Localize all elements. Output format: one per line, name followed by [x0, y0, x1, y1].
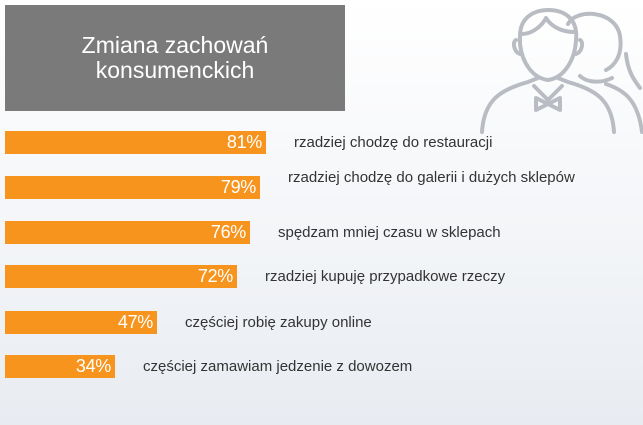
category-label: spędzam mniej czasu w sklepach	[278, 224, 501, 241]
title-box: Zmiana zachowań konsumenckich	[5, 5, 345, 111]
category-label: częściej zamawiam jedzenie z dowozem	[143, 358, 413, 375]
category-label: rzadziej chodzę do restauracji	[294, 134, 493, 151]
category-label: częściej robię zakupy online	[185, 314, 372, 331]
bar: 47%	[5, 311, 157, 334]
people-silhouette-icon	[480, 8, 643, 134]
category-label: rzadziej chodzę do galerii i dużych skle…	[288, 169, 575, 186]
bar: 34%	[5, 355, 115, 378]
bar-value-label: 34%	[75, 356, 111, 376]
category-label: rzadziej kupuję przypadkowe rzeczy	[265, 268, 506, 285]
bar-value-label: 47%	[117, 312, 153, 332]
bar-value-label: 81%	[226, 132, 262, 152]
bar: 79%	[5, 176, 260, 199]
bar: 72%	[5, 265, 237, 288]
bar: 76%	[5, 221, 250, 244]
bar-value-label: 72%	[197, 266, 233, 286]
bar-value-label: 76%	[210, 222, 246, 242]
chart-title: Zmiana zachowań konsumenckich	[81, 32, 269, 83]
bar-value-label: 79%	[220, 177, 256, 197]
bar: 81%	[5, 131, 266, 154]
